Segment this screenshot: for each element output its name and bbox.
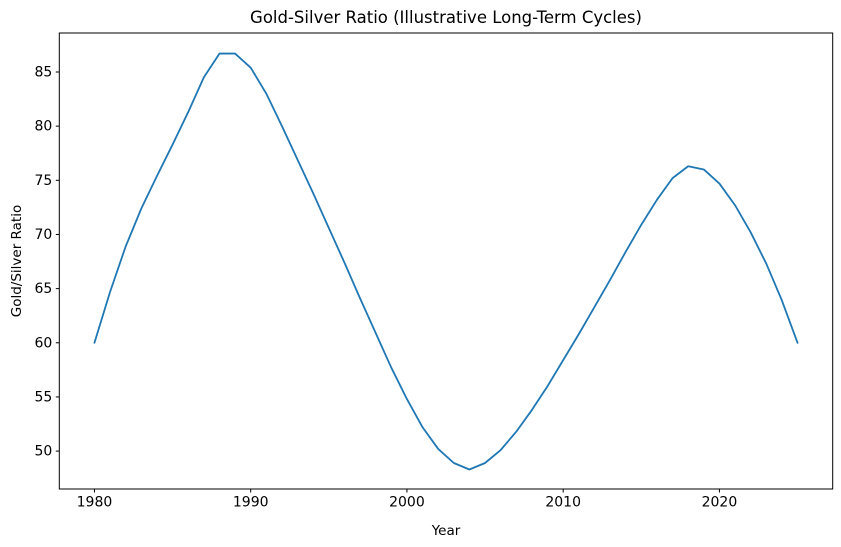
x-tick-label: 2020 [702, 495, 738, 511]
y-tick-label: 80 [34, 119, 52, 135]
y-tick-label: 60 [34, 335, 52, 351]
chart-title: Gold-Silver Ratio (Illustrative Long-Ter… [250, 8, 642, 27]
y-tick-label: 50 [34, 444, 52, 460]
y-tick-label: 75 [34, 173, 52, 189]
plot-border [58, 32, 834, 490]
x-axis-label: Year [431, 523, 461, 539]
y-tick-label: 85 [34, 64, 52, 80]
data-line [93, 52, 799, 471]
x-tick-label: 2010 [545, 495, 581, 511]
y-tick-label: 65 [34, 281, 52, 297]
y-tick-label: 70 [34, 227, 52, 243]
y-axis-label: Gold/Silver Ratio [9, 204, 25, 318]
y-tick-label: 55 [34, 389, 52, 405]
x-tick-label: 1990 [233, 495, 269, 511]
x-tick-label: 1980 [77, 495, 113, 511]
x-tick-label: 2000 [389, 495, 425, 511]
